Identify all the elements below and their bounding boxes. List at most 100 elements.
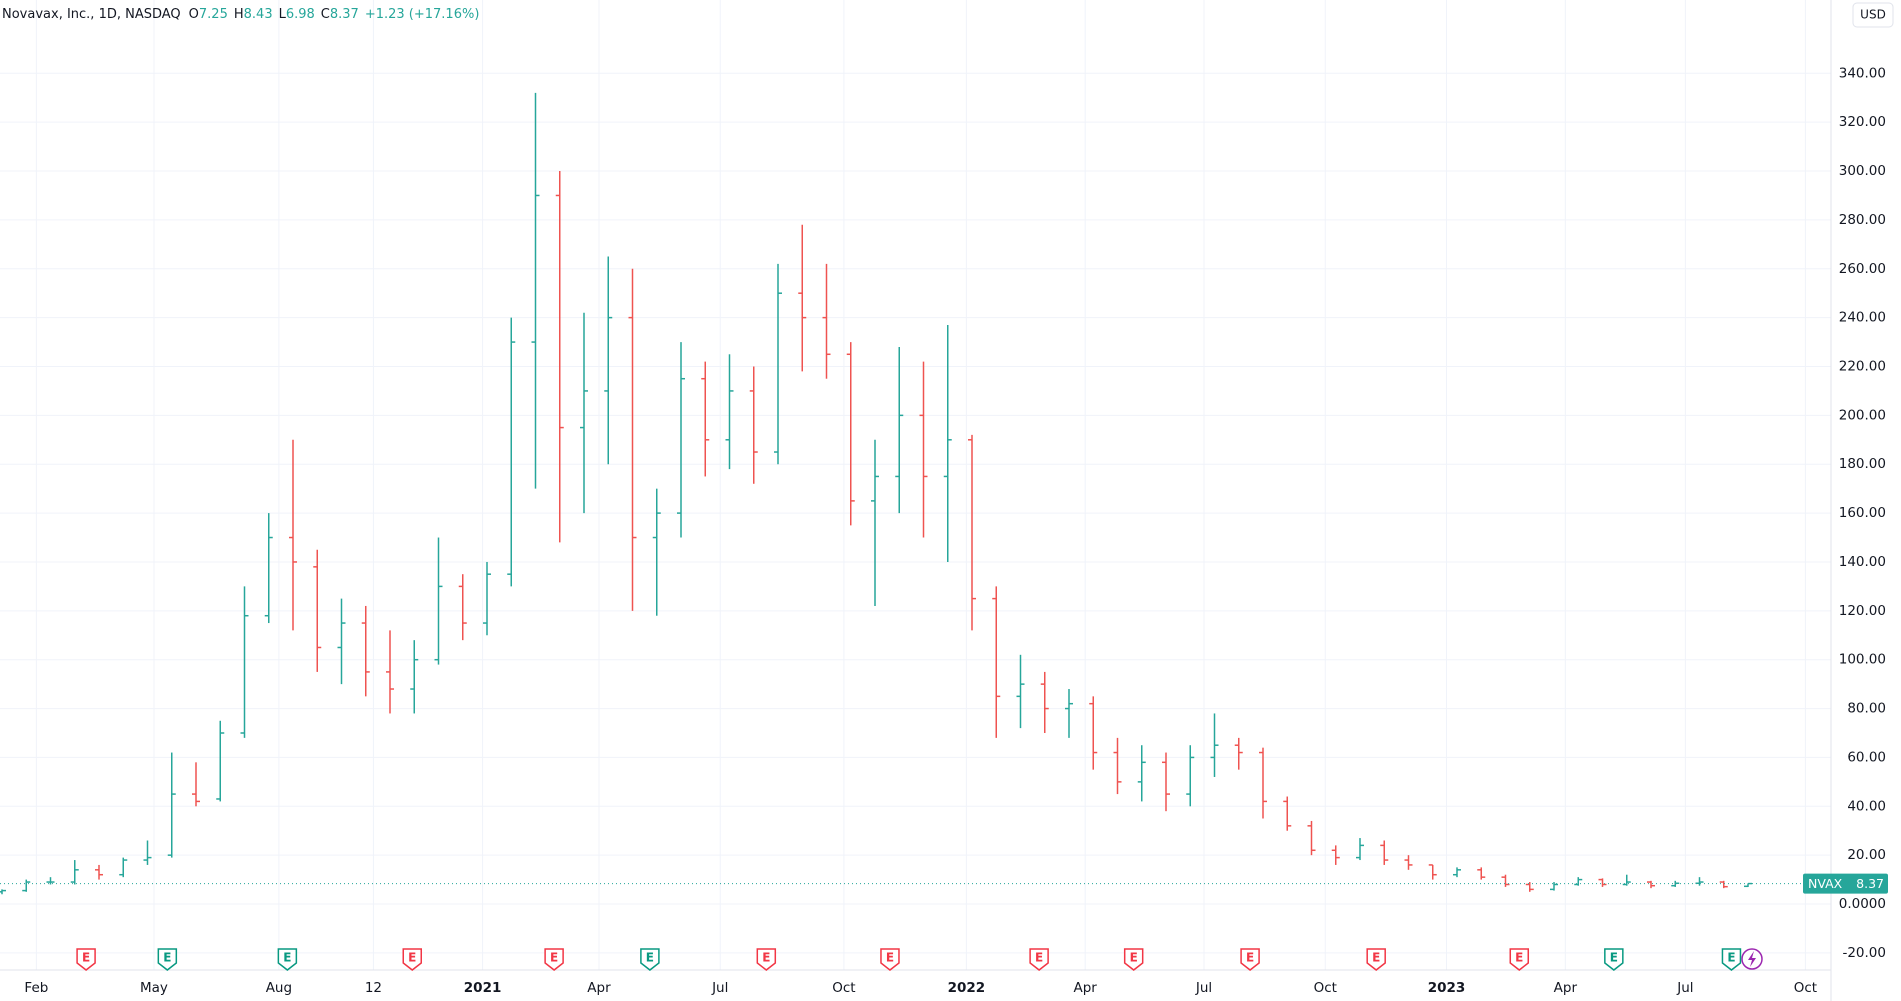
ohlc-bar: [95, 864, 103, 880]
ohlc-bar: [1453, 867, 1461, 878]
earnings-badge[interactable]: [640, 948, 660, 971]
earnings-label[interactable]: E: [1515, 951, 1523, 965]
earnings-label[interactable]: E: [408, 951, 416, 965]
ohlc-bar: [895, 346, 904, 514]
ohlc-bar: [167, 752, 176, 858]
legend-value: 8.37: [330, 7, 359, 22]
earnings-label[interactable]: E: [283, 951, 291, 965]
earnings-badge[interactable]: [544, 948, 564, 971]
earnings-label[interactable]: E: [1035, 951, 1043, 965]
currency-button[interactable]: [1852, 2, 1894, 28]
y-tick-label: 120.00: [1839, 603, 1886, 619]
ohlc-bar: [410, 640, 419, 714]
ohlc-bar: [119, 857, 128, 878]
ohlc-bar: [1622, 874, 1631, 886]
ohlc-bar: [1671, 880, 1680, 887]
ohlc-bar: [968, 434, 976, 631]
x-tick-label: Apr: [1554, 980, 1578, 996]
earnings-label[interactable]: E: [1727, 951, 1735, 965]
earnings-badge[interactable]: [1509, 948, 1530, 971]
ohlc-bar: [1501, 874, 1510, 887]
ohlc-bar: [1186, 745, 1195, 807]
last-price-value: 8.37: [1856, 876, 1884, 891]
earnings-label[interactable]: E: [163, 951, 171, 965]
earnings-badge[interactable]: [1604, 948, 1624, 971]
earnings-label[interactable]: E: [550, 951, 558, 965]
legend-value: 8.43: [244, 7, 273, 22]
earnings-label[interactable]: E: [762, 951, 770, 965]
ohlc-bar: [677, 342, 685, 538]
ohlc-bar: [555, 171, 564, 543]
ohlc-bar: [216, 720, 225, 802]
ohlc-bar: [1550, 882, 1558, 891]
grid: [0, 0, 1831, 970]
ohlc-bar: [871, 439, 879, 606]
earnings-label[interactable]: E: [886, 951, 894, 965]
earnings-badge[interactable]: [1029, 948, 1049, 971]
ohlc-bar: [22, 879, 31, 892]
ohlc-bar: [1089, 696, 1098, 770]
y-tick-label: 20.00: [1847, 847, 1886, 863]
x-tick-label: 2022: [948, 980, 986, 996]
earnings-badge[interactable]: [157, 948, 178, 971]
currency-label[interactable]: USD: [1860, 8, 1886, 22]
earnings-badge[interactable]: [756, 948, 777, 971]
ohlc-bar: [1113, 737, 1122, 795]
x-tick-label: Jul: [1676, 980, 1693, 996]
ohlc-bar: [289, 439, 297, 631]
ohlc-bar: [798, 224, 807, 372]
earnings-label[interactable]: E: [82, 951, 90, 965]
earnings-badge[interactable]: [1123, 948, 1144, 971]
ohlc-bar: [531, 92, 540, 489]
ohlc-bar: [652, 488, 661, 616]
y-tick-label: 160.00: [1839, 505, 1886, 521]
earnings-label[interactable]: E: [1610, 951, 1618, 965]
earnings-label[interactable]: E: [1130, 951, 1138, 965]
y-tick-label: 300.00: [1839, 163, 1886, 179]
ohlc-bar: [386, 630, 394, 714]
earnings-label[interactable]: E: [646, 951, 654, 965]
y-tick-label: 280.00: [1839, 212, 1886, 228]
y-tick-label: 220.00: [1839, 358, 1886, 374]
earnings-badge[interactable]: [76, 948, 96, 971]
ohlc-bar: [1380, 840, 1389, 865]
ohlc-bar: [192, 762, 200, 807]
legend-change: +1.23 (+17.16%): [365, 7, 480, 22]
ohlc-bar: [604, 256, 613, 465]
y-tick-label: 40.00: [1847, 798, 1886, 814]
earnings-badge[interactable]: [402, 948, 422, 971]
x-tick-label: 12: [365, 980, 382, 996]
ohlc-bar: [1477, 867, 1486, 880]
x-tick-label: 2021: [464, 980, 502, 996]
ohlc-bar: [46, 877, 55, 885]
ohlc-bar: [0, 889, 6, 895]
y-tick-label: 140.00: [1839, 554, 1886, 570]
legend-value: 6.98: [286, 7, 315, 22]
ohlc-bar: [1162, 752, 1170, 812]
earnings-badge[interactable]: [1721, 948, 1742, 971]
ohlc-bar: [1234, 737, 1243, 770]
symbol-legend: Novavax, Inc., 1D, NASDAQ O7.25 H8.43 L6.98…: [2, 7, 479, 22]
earnings-badge[interactable]: [1240, 948, 1260, 971]
x-tick-label: Apr: [587, 980, 611, 996]
earnings-badge[interactable]: [880, 948, 900, 971]
plot: [0, 92, 1831, 895]
ohlc-bar: [507, 317, 516, 587]
ohlc-bar: [70, 860, 79, 885]
y-tick-label: 180.00: [1839, 456, 1886, 472]
earnings-label[interactable]: E: [1246, 951, 1254, 965]
ohlc-bar: [822, 263, 831, 379]
ohlc-bar: [749, 366, 758, 484]
ohlc-bar: [1016, 654, 1025, 729]
earnings-label[interactable]: E: [1372, 951, 1380, 965]
earnings-badge[interactable]: [1366, 948, 1386, 971]
legend-value: 7.25: [199, 7, 228, 22]
legend-key: O: [189, 7, 199, 22]
earnings-badge[interactable]: [277, 948, 298, 971]
ohlc-bar: [774, 263, 782, 465]
ohlc-bar: [1356, 838, 1364, 861]
ohlc-bar: [240, 586, 249, 738]
legend-key: L: [279, 7, 287, 22]
x-tick-label: Feb: [24, 980, 48, 996]
